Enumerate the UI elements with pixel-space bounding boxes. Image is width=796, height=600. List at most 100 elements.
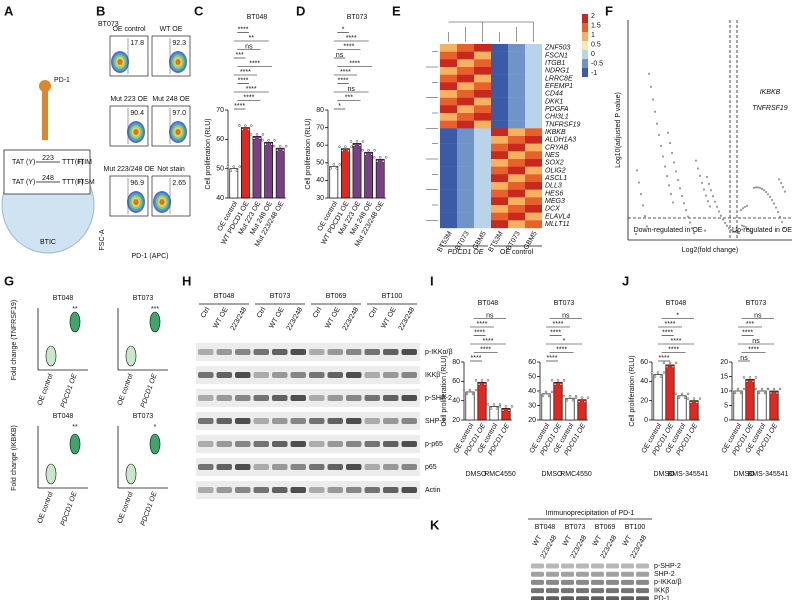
violin <box>69 433 81 455</box>
bar <box>653 374 663 421</box>
band <box>309 418 325 424</box>
dot <box>238 124 241 127</box>
chart-title: BT048 <box>478 300 499 307</box>
gene-point <box>721 218 725 221</box>
scale-swatch <box>582 14 588 23</box>
label: 248 <box>42 175 54 182</box>
panel-label: B <box>96 3 105 18</box>
cell-line: BT048 <box>214 293 235 300</box>
gate-percent: 90.4 <box>130 110 144 117</box>
band <box>216 418 232 424</box>
gene-point <box>690 226 694 230</box>
gate-percent: 2.65 <box>172 180 186 187</box>
dot <box>656 371 660 374</box>
significance: **** <box>480 346 491 353</box>
lane-label: Ctrl <box>200 306 212 319</box>
dot <box>653 375 657 378</box>
significance: **** <box>474 329 485 336</box>
group-label: DMSO <box>654 471 676 478</box>
bar <box>252 136 262 199</box>
heat-cell <box>491 159 508 167</box>
group-label: BMS-345541 <box>748 471 789 478</box>
band <box>327 349 343 355</box>
heat-cell <box>474 189 491 198</box>
significance: ns <box>754 312 762 319</box>
band <box>636 596 649 600</box>
dot <box>471 392 475 396</box>
band <box>383 487 399 493</box>
gene-point <box>684 209 688 212</box>
band <box>401 441 417 447</box>
density <box>159 199 165 205</box>
heat-cell <box>525 97 542 106</box>
heat-cell <box>440 120 457 129</box>
violin <box>125 463 137 485</box>
band <box>327 487 343 493</box>
heat-cell <box>457 59 474 68</box>
band <box>309 487 325 493</box>
heat-cell <box>474 113 491 121</box>
y-tick-label: 10 <box>720 388 728 395</box>
dot <box>580 396 584 399</box>
band <box>546 579 559 585</box>
heat-cell <box>474 159 491 167</box>
band <box>309 441 325 447</box>
heat-cell <box>440 205 457 213</box>
gene-point <box>780 221 784 224</box>
blot <box>196 435 420 453</box>
heat-cell <box>525 197 542 206</box>
band <box>364 349 380 355</box>
dot <box>766 387 770 391</box>
gene-point <box>777 178 781 181</box>
significance: ns <box>336 52 344 59</box>
scale-label: 1 <box>591 32 595 39</box>
dot <box>686 392 690 396</box>
band <box>383 418 399 424</box>
gene-point <box>709 189 713 192</box>
significance: **** <box>668 346 679 353</box>
dot <box>763 391 767 395</box>
y-tick-label: 40 <box>452 398 460 405</box>
significance: **** <box>748 346 759 353</box>
y-tick-label: 5 <box>724 402 728 409</box>
dot <box>255 133 259 136</box>
band <box>290 395 306 401</box>
heat-cell <box>491 220 508 229</box>
y-tick-label: 20 <box>720 359 728 366</box>
heat-cell <box>508 120 525 129</box>
gene-point <box>668 141 672 145</box>
significance: *** <box>151 306 159 313</box>
label: 223 <box>42 155 54 162</box>
bar <box>501 408 511 421</box>
dot <box>775 391 779 395</box>
dot <box>335 167 338 170</box>
heat-cell <box>491 151 508 160</box>
dot <box>483 383 487 386</box>
bar <box>352 143 362 199</box>
dot <box>361 140 365 143</box>
scale-label: 1.5 <box>591 22 601 29</box>
dot <box>350 145 353 148</box>
lane-label: WT <box>562 534 574 548</box>
dot <box>544 390 548 394</box>
heat-cell <box>457 189 474 198</box>
dot <box>547 394 551 398</box>
dot <box>748 376 752 379</box>
heat-cell <box>474 44 491 52</box>
plot-title: Mut 223 OE <box>110 96 148 103</box>
heat-cell <box>457 51 474 60</box>
gene-point <box>727 227 731 230</box>
band <box>272 464 288 470</box>
heat-cell <box>491 212 508 221</box>
dot <box>264 143 267 146</box>
gene-point <box>743 205 747 208</box>
band <box>235 441 251 447</box>
heat-cell <box>508 105 525 114</box>
label: TTT(F) <box>62 159 84 166</box>
dot <box>244 124 247 127</box>
protein-label: IKKβ <box>425 372 440 379</box>
significance: ns <box>245 43 253 50</box>
dot <box>504 405 508 408</box>
heat-cell <box>491 59 508 68</box>
dot <box>270 143 273 146</box>
